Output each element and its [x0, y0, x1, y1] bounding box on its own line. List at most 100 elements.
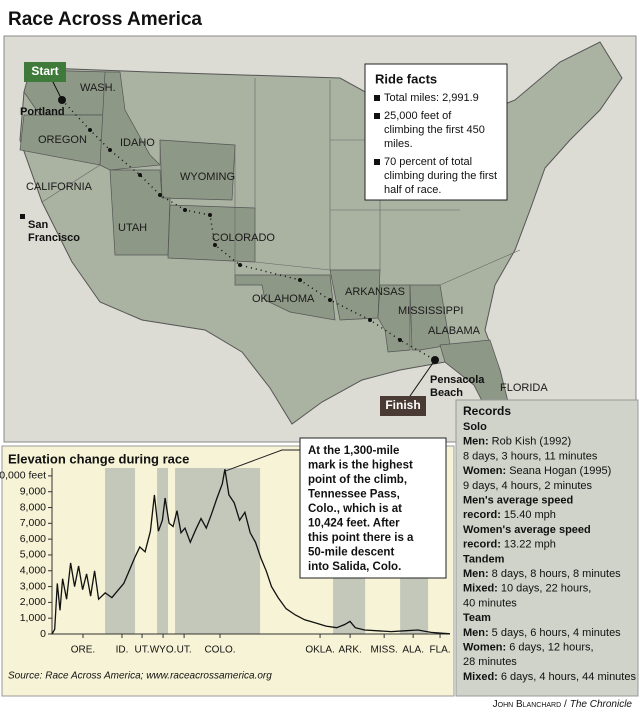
record-line: Tandem [463, 553, 505, 565]
record-text: 9 days, 4 hours, 2 minutes [463, 480, 593, 492]
record-line: Women: 6 days, 12 hours, [463, 641, 594, 653]
record-line: Men: 5 days, 6 hours, 4 minutes [463, 627, 621, 639]
elevation-chart: Elevation change during race 0 1,000 2,000 3… [0, 437, 451, 656]
record-label: Team [463, 612, 491, 624]
record-label: Men's average speed [463, 494, 573, 506]
record-line: Men's average speed [463, 494, 573, 506]
record-label: Tandem [463, 553, 505, 565]
record-line: Men: 8 days, 8 hours, 8 minutes [463, 568, 621, 580]
start-box [24, 62, 66, 82]
annotation-line: 10,424 feet. After [308, 518, 400, 530]
record-label: Women: [463, 641, 506, 653]
city-label: Francisco [28, 232, 80, 244]
x-tick-label: COLO. [204, 645, 235, 656]
y-tick-label: 1,000 [20, 612, 46, 624]
record-line: Mixed: 6 days, 4 hours, 44 minutes [463, 671, 636, 683]
credit-outlet: The Chronicle [570, 699, 633, 710]
start-label: Start [31, 64, 58, 78]
annotation-line: 50-mile descent [308, 547, 394, 559]
record-line: 40 minutes [463, 597, 517, 609]
start-pointer [51, 79, 63, 101]
state-label: OKLAHOMA [252, 293, 315, 305]
record-text: 8 days, 8 hours, 8 minutes [492, 568, 622, 580]
chart-title: Elevation change during race [8, 451, 189, 466]
title: Race Across America [8, 9, 202, 30]
record-label: Mixed: [463, 671, 498, 683]
city-label: Beach [430, 387, 463, 399]
state-label: MISSISSIPPI [398, 305, 463, 317]
y-tick-label: 8,000 [20, 501, 46, 513]
state-label: COLORADO [212, 232, 275, 244]
record-line: record: 15.40 mph [463, 509, 556, 521]
record-text: 13.22 mph [504, 539, 556, 551]
route [61, 99, 436, 361]
record-line: Men: Rob Kish (1992) [463, 436, 571, 448]
annotation-line: this point there is a [308, 532, 414, 544]
record-label: Solo [463, 421, 487, 433]
y-tick-label: 2,000 [20, 596, 46, 608]
state-label: IDAHO [120, 137, 155, 149]
record-line: 8 days, 3 hours, 11 minutes [463, 450, 598, 462]
record-label: Men: [463, 436, 489, 448]
record-line: 9 days, 4 hours, 2 minutes [463, 480, 593, 492]
record-line: record: 13.22 mph [463, 539, 556, 551]
record-text: 15.40 mph [504, 509, 556, 521]
x-tick-label: UT. [135, 645, 150, 656]
bullet [374, 113, 380, 119]
record-line: Solo [463, 421, 487, 433]
state-label: UTAH [118, 222, 147, 234]
x-tick-label: OKLA. [305, 645, 334, 656]
record-label: record: [463, 539, 501, 551]
annotation-line: Tennessee Pass, [308, 489, 400, 501]
fact-line: 25,000 feet of [384, 110, 452, 122]
annotation-pointer [224, 449, 300, 472]
y-tick-label: 10,000 feet [0, 470, 46, 482]
bullet [374, 95, 380, 101]
annotation-box [299, 437, 447, 579]
y-tick-label: 5,000 [20, 549, 46, 561]
records-title: Records [463, 404, 511, 418]
x-tick-label: MISS. [371, 645, 398, 656]
facts-title: Ride facts [375, 71, 437, 86]
record-label: Men: [463, 627, 489, 639]
map-labels: WASH. OREGON IDAHO WYOMING CALIFORNIA UTAH COL… [20, 82, 548, 399]
record-text: 6 days, 12 hours, [509, 641, 593, 653]
fact-line: climbing during the first [384, 170, 497, 182]
record-line: Women: Seana Hogan (1995) [463, 465, 611, 477]
fact-line: Total miles: 2,991.9 [384, 92, 479, 104]
city-label: Pensacola [430, 374, 485, 386]
state-label: FLORIDA [500, 382, 548, 394]
x-tick-label: ALA. [402, 645, 424, 656]
fact-line: climbing the first 450 [384, 124, 485, 136]
fact-line: half of race. [384, 184, 441, 196]
city-label: San [28, 219, 48, 231]
record-line: Mixed: 10 days, 22 hours, [463, 583, 591, 595]
record-text: Rob Kish (1992) [492, 436, 572, 448]
finish-pointer [409, 359, 436, 397]
x-tick-label: ARK. [338, 645, 361, 656]
record-label: Women's average speed [463, 524, 591, 536]
record-line: 28 minutes [463, 656, 517, 668]
state-label: ALABAMA [428, 325, 481, 337]
fact-line: 70 percent of total [384, 156, 472, 168]
finish-label: Finish [385, 398, 420, 412]
bullet [374, 159, 380, 165]
records-panel [455, 399, 639, 697]
annotation-line: Colo., which is at [308, 503, 402, 515]
record-text: 6 days, 4 hours, 44 minutes [501, 671, 637, 683]
fact-line: miles. [384, 138, 413, 150]
record-label: Women: [463, 465, 506, 477]
x-tick-label: ORE. [71, 645, 95, 656]
x-tick-label: UT. [177, 645, 192, 656]
record-text: Seana Hogan (1995) [509, 465, 611, 477]
state-band [105, 468, 136, 634]
y-tick-label: 6,000 [20, 533, 46, 545]
record-text: 10 days, 22 hours, [501, 583, 592, 595]
record-text: 40 minutes [463, 597, 517, 609]
finish-box [380, 396, 426, 416]
credit-author: John Blanchard / [493, 699, 567, 710]
x-tick-label: WYO. [150, 645, 177, 656]
y-tick-label: 7,000 [20, 517, 46, 529]
ride-facts-box [364, 63, 508, 201]
